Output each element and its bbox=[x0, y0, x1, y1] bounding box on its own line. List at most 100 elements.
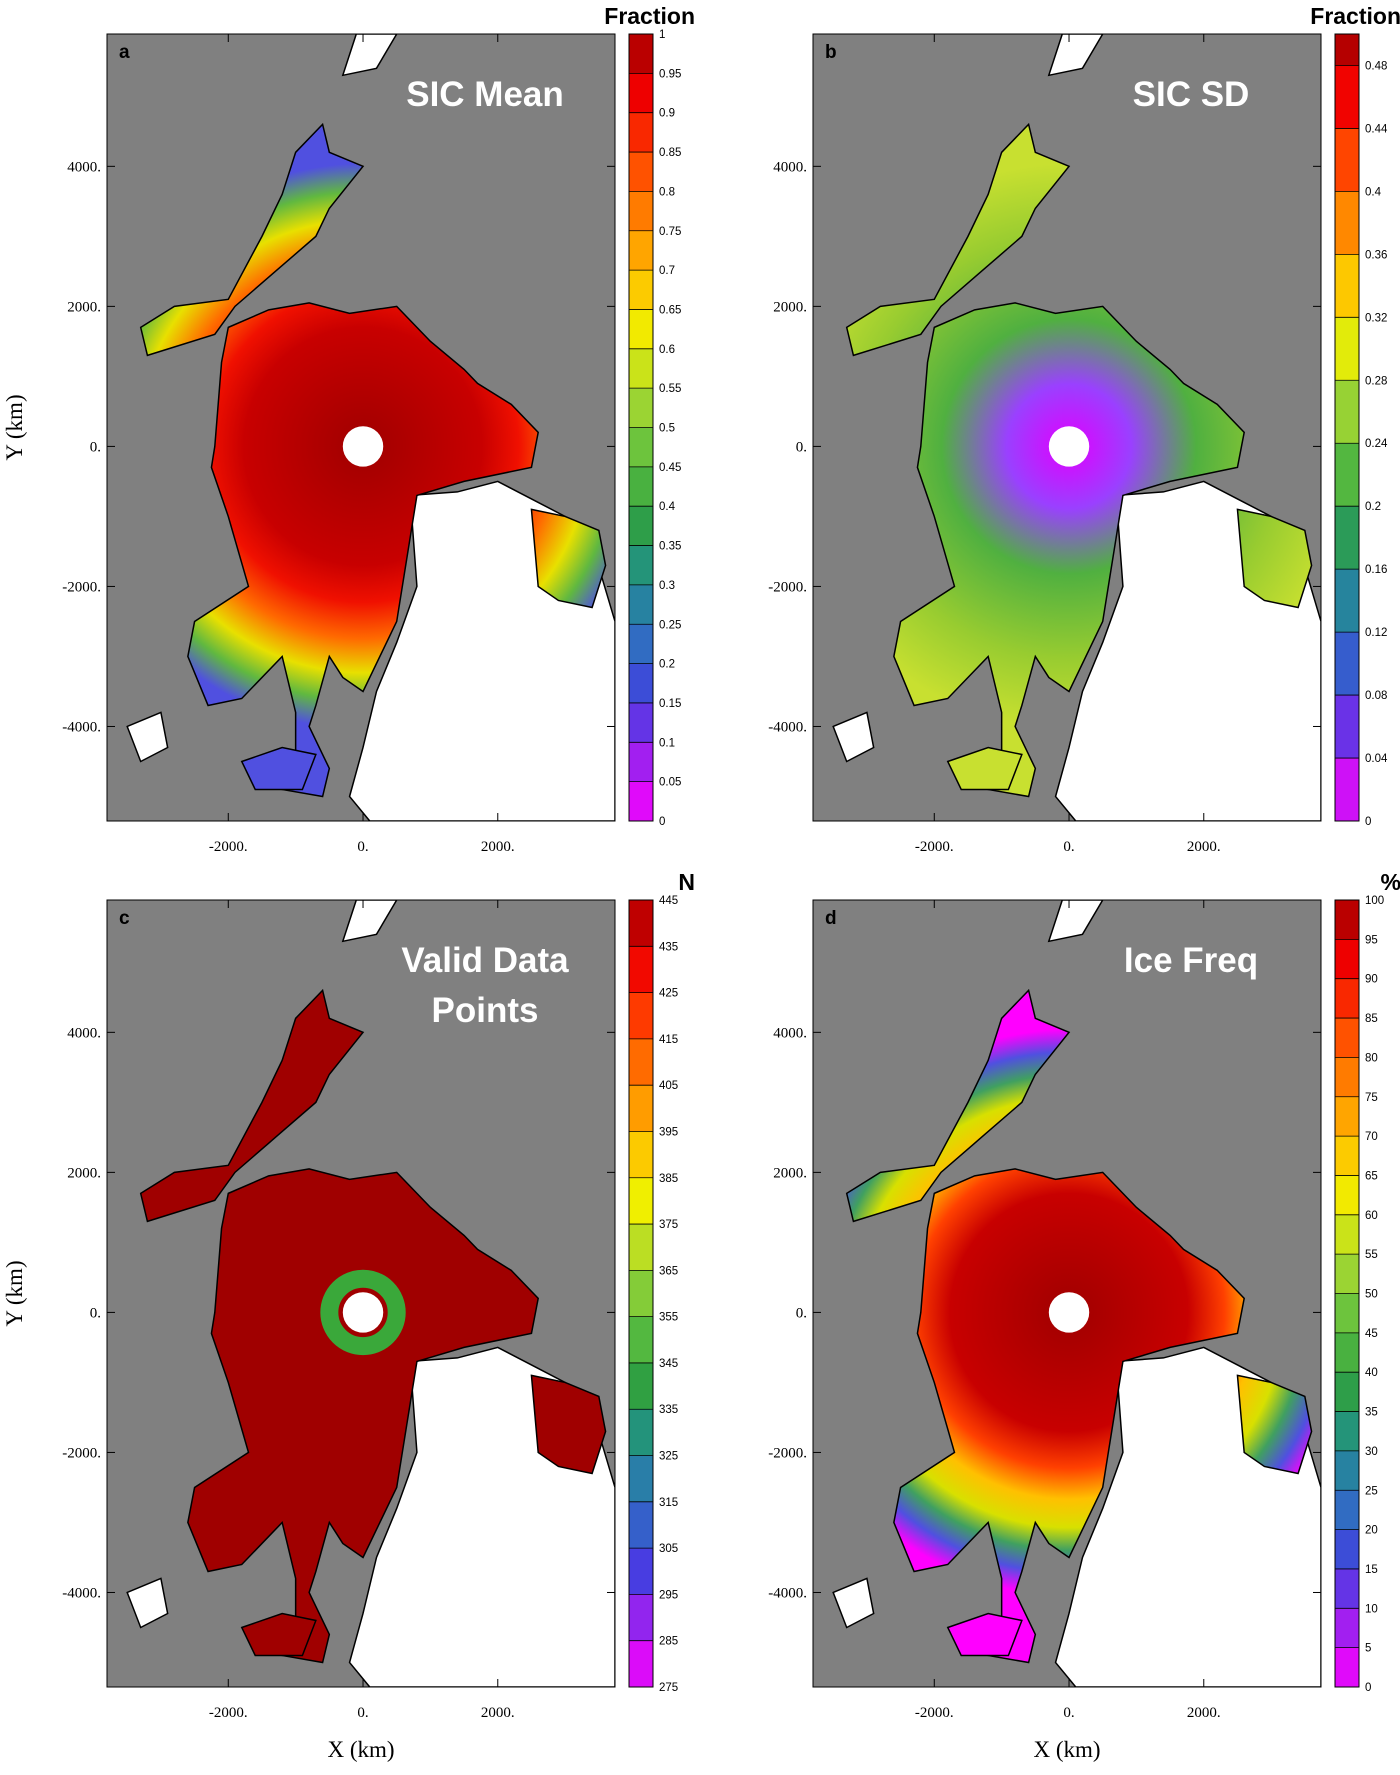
x-tick-label: 0. bbox=[357, 839, 368, 855]
colorbar-band bbox=[1335, 1647, 1359, 1687]
y-tick-label: 0. bbox=[90, 439, 101, 455]
colorbar-band bbox=[629, 1362, 653, 1410]
pole-hole bbox=[342, 1292, 384, 1333]
colorbar-tick-label: 0.45 bbox=[659, 462, 681, 474]
colorbar-tick-label: 0.12 bbox=[1365, 627, 1387, 639]
y-tick-label: -4000. bbox=[768, 719, 807, 735]
sea-ice bbox=[946, 1612, 1023, 1657]
colorbar-band bbox=[629, 545, 653, 585]
colorbar-band bbox=[1335, 254, 1359, 318]
x-axis-label: X (km) bbox=[327, 1737, 394, 1762]
colorbar-tick-label: 100 bbox=[1365, 895, 1384, 907]
sea-ice bbox=[240, 1612, 317, 1657]
y-tick-label: -4000. bbox=[62, 719, 101, 735]
colorbar-tick-label: 35 bbox=[1365, 1407, 1378, 1419]
colorbar-band bbox=[1335, 1018, 1359, 1058]
y-tick-label: 2000. bbox=[67, 299, 101, 315]
y-tick-label: -4000. bbox=[768, 1585, 807, 1601]
colorbar-band bbox=[1335, 1490, 1359, 1530]
colorbar-band bbox=[629, 1548, 653, 1595]
colorbar-tick-label: 60 bbox=[1365, 1210, 1378, 1222]
y-tick-label: 0. bbox=[796, 1305, 807, 1321]
colorbar-band bbox=[629, 191, 653, 231]
colorbar-band bbox=[1335, 758, 1359, 821]
colorbar-tick-label: 295 bbox=[659, 1589, 678, 1601]
colorbar-tick-label: 0.04 bbox=[1365, 753, 1388, 765]
colorbar-tick-label: 355 bbox=[659, 1312, 678, 1324]
colorbar-tick-label: 0.16 bbox=[1365, 564, 1387, 576]
panel-letter: c bbox=[119, 908, 130, 929]
open-water bbox=[832, 711, 875, 763]
colorbar-band bbox=[629, 1085, 653, 1132]
colorbar-band bbox=[1335, 506, 1359, 570]
colorbar-band bbox=[629, 584, 653, 625]
colorbar-tick-label: 80 bbox=[1365, 1052, 1378, 1064]
panel-title: Ice Freq bbox=[1124, 941, 1258, 980]
colorbar-tick-label: 85 bbox=[1365, 1013, 1378, 1025]
panel: 4000. 2000. 0. -2000. -4000. -2000. 0. 2000. d Ic… bbox=[768, 869, 1400, 1762]
colorbar-band bbox=[629, 663, 653, 703]
colorbar-tick-label: 0.9 bbox=[659, 108, 675, 120]
colorbar-tick-label: 15 bbox=[1365, 1564, 1378, 1576]
y-axis-label: Y (km) bbox=[2, 394, 27, 460]
y-tick-label: -2000. bbox=[62, 1445, 101, 1461]
colorbar-unit: Fraction bbox=[1310, 3, 1400, 29]
colorbar-tick-label: 0.4 bbox=[1365, 186, 1382, 198]
y-tick-label: 4000. bbox=[773, 159, 807, 175]
colorbar-band bbox=[629, 427, 653, 467]
colorbar-band bbox=[1335, 569, 1359, 633]
colorbar-tick-label: 0.2 bbox=[659, 659, 675, 671]
colorbar-unit: N bbox=[678, 869, 695, 895]
colorbar-tick-label: 0.28 bbox=[1365, 375, 1387, 387]
colorbar-band bbox=[1335, 632, 1359, 696]
sea-ice bbox=[530, 1374, 607, 1475]
colorbar-tick-label: 45 bbox=[1365, 1328, 1378, 1340]
plot-frame bbox=[106, 33, 616, 822]
colorbar-tick-label: 0.4 bbox=[659, 501, 676, 513]
colorbar-band bbox=[629, 1455, 653, 1502]
y-tick-label: 4000. bbox=[67, 1025, 101, 1041]
panel: 4000. 2000. 0. -2000. -4000. -2000. 0. 2000. b SI… bbox=[768, 3, 1400, 855]
y-tick-label: 0. bbox=[796, 439, 807, 455]
colorbar-band bbox=[1335, 1096, 1359, 1137]
y-tick-label: 4000. bbox=[773, 1025, 807, 1041]
colorbar-tick-label: 0.75 bbox=[659, 226, 681, 238]
sea-ice bbox=[845, 988, 1071, 1223]
open-water bbox=[126, 711, 169, 763]
colorbar-tick-label: 30 bbox=[1365, 1446, 1378, 1458]
colorbar-tick-label: 0.44 bbox=[1365, 123, 1388, 135]
colorbar-tick-label: 10 bbox=[1365, 1603, 1378, 1615]
colorbar-band bbox=[1335, 65, 1359, 129]
y-tick-label: -2000. bbox=[768, 1445, 807, 1461]
colorbar-band bbox=[629, 1594, 653, 1641]
x-axis-label: X (km) bbox=[1033, 1737, 1100, 1762]
colorbar-tick-label: 0.05 bbox=[659, 777, 681, 789]
colorbar-band bbox=[1335, 380, 1359, 444]
colorbar-tick-label: 0.5 bbox=[659, 423, 675, 435]
sea-ice bbox=[1236, 508, 1313, 609]
colorbar-tick-label: 50 bbox=[1365, 1289, 1378, 1301]
colorbar-band bbox=[1335, 443, 1359, 507]
colorbar-band bbox=[629, 946, 653, 993]
colorbar-band bbox=[1335, 695, 1359, 759]
x-tick-label: -2000. bbox=[209, 839, 248, 855]
y-tick-label: -4000. bbox=[62, 1585, 101, 1601]
y-tick-label: 0. bbox=[90, 1305, 101, 1321]
colorbar-tick-label: 0.95 bbox=[659, 68, 681, 80]
colorbar-tick-label: 405 bbox=[659, 1080, 678, 1092]
y-tick-label: 4000. bbox=[67, 159, 101, 175]
colorbar-tick-label: 375 bbox=[659, 1219, 678, 1231]
colorbar-band bbox=[629, 73, 653, 113]
colorbar-band bbox=[1335, 191, 1359, 255]
colorbar-band bbox=[1335, 1411, 1359, 1451]
colorbar-band bbox=[1335, 34, 1359, 66]
colorbar-band bbox=[629, 1270, 653, 1317]
x-tick-label: -2000. bbox=[915, 1705, 954, 1721]
x-tick-label: 2000. bbox=[1187, 839, 1221, 855]
colorbar-band bbox=[1335, 1608, 1359, 1648]
colorbar-band bbox=[1335, 900, 1359, 940]
pole-hole bbox=[1048, 426, 1090, 467]
colorbar-band bbox=[1335, 128, 1359, 192]
colorbar-tick-label: 305 bbox=[659, 1543, 678, 1555]
colorbar-tick-label: 0.08 bbox=[1365, 690, 1387, 702]
